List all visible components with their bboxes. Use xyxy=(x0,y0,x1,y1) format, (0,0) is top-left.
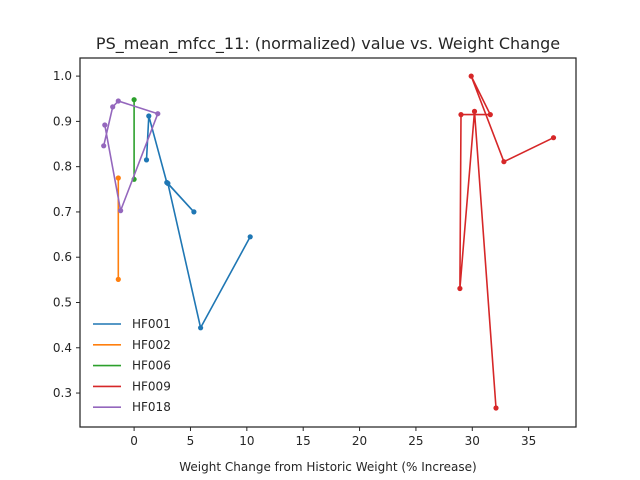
x-axis-label: Weight Change from Historic Weight (% In… xyxy=(179,460,476,474)
data-point-HF002-0 xyxy=(115,175,121,181)
y-tick-label: 0.7 xyxy=(53,205,72,219)
x-tick-label: 35 xyxy=(521,434,536,448)
data-point-HF001-1 xyxy=(146,113,152,119)
x-tick-label: 0 xyxy=(130,434,138,448)
data-point-HF002-1 xyxy=(115,276,121,282)
y-tick-label: 0.4 xyxy=(53,341,72,355)
data-point-HF018-3 xyxy=(155,111,161,117)
legend-label: HF002 xyxy=(132,338,171,352)
plot-frame xyxy=(79,57,577,428)
x-tick-label: 20 xyxy=(352,434,367,448)
y-tick-label: 0.8 xyxy=(53,160,72,174)
series-line-HF018 xyxy=(102,100,159,212)
data-point-HF001-4 xyxy=(165,180,171,186)
legend-item-HF018: HF018 xyxy=(93,400,171,414)
data-point-HF018-1 xyxy=(110,104,116,110)
series-line-HF009 xyxy=(459,75,554,409)
data-point-HF009-1 xyxy=(471,108,478,114)
x-tick-label: 15 xyxy=(296,434,311,448)
y-tick-label: 1.0 xyxy=(53,69,72,83)
data-point-HF018-0 xyxy=(101,143,107,149)
data-point-HF018-5 xyxy=(102,122,108,128)
series-HF009 xyxy=(457,73,557,411)
data-point-HF001-3 xyxy=(191,209,197,215)
legend-label: HF006 xyxy=(132,359,171,373)
data-point-HF006-0 xyxy=(131,97,137,103)
y-axis: 0.3 0.4 0.5 0.6 0.7 0.8 0.9 1.0 xyxy=(53,69,80,400)
legend: HF001 HF002 HF006 HF009 HF018 xyxy=(93,317,171,414)
series-HF018 xyxy=(101,98,161,214)
y-tick-label: 0.6 xyxy=(53,250,72,264)
x-tick-label: 10 xyxy=(239,434,254,448)
legend-item-HF006: HF006 xyxy=(93,359,171,373)
data-point-HF009-6 xyxy=(501,159,507,165)
legend-item-HF009: HF009 xyxy=(93,379,171,393)
data-point-HF001-0 xyxy=(143,157,150,163)
data-point-HF018-4 xyxy=(118,208,124,214)
data-point-HF009-3 xyxy=(458,112,464,118)
data-point-HF009-7 xyxy=(550,135,557,141)
x-tick-label: 5 xyxy=(187,434,195,448)
legend-label: HF009 xyxy=(132,379,171,393)
data-point-HF001-6 xyxy=(247,234,253,240)
legend-label: HF001 xyxy=(132,317,171,331)
data-point-HF009-2 xyxy=(457,285,463,292)
plot-area xyxy=(101,73,557,411)
y-tick-label: 0.5 xyxy=(53,295,72,309)
legend-label: HF018 xyxy=(132,400,171,414)
legend-item-HF002: HF002 xyxy=(93,338,171,352)
data-point-HF009-4 xyxy=(487,112,493,118)
data-point-HF001-5 xyxy=(198,325,204,331)
x-tick-label: 25 xyxy=(408,434,423,448)
y-tick-label: 0.9 xyxy=(53,114,72,128)
x-axis: 0 5 10 15 20 25 30 35 xyxy=(130,427,536,448)
legend-item-HF001: HF001 xyxy=(93,317,171,331)
x-tick-label: 30 xyxy=(465,434,480,448)
chart-title: PS_mean_mfcc_11: (normalized) value vs. … xyxy=(96,34,560,54)
data-point-HF009-5 xyxy=(468,73,474,79)
series-HF001 xyxy=(143,113,253,331)
data-point-HF009-0 xyxy=(493,405,499,411)
y-tick-label: 0.3 xyxy=(53,386,72,400)
data-point-HF018-2 xyxy=(115,98,121,104)
